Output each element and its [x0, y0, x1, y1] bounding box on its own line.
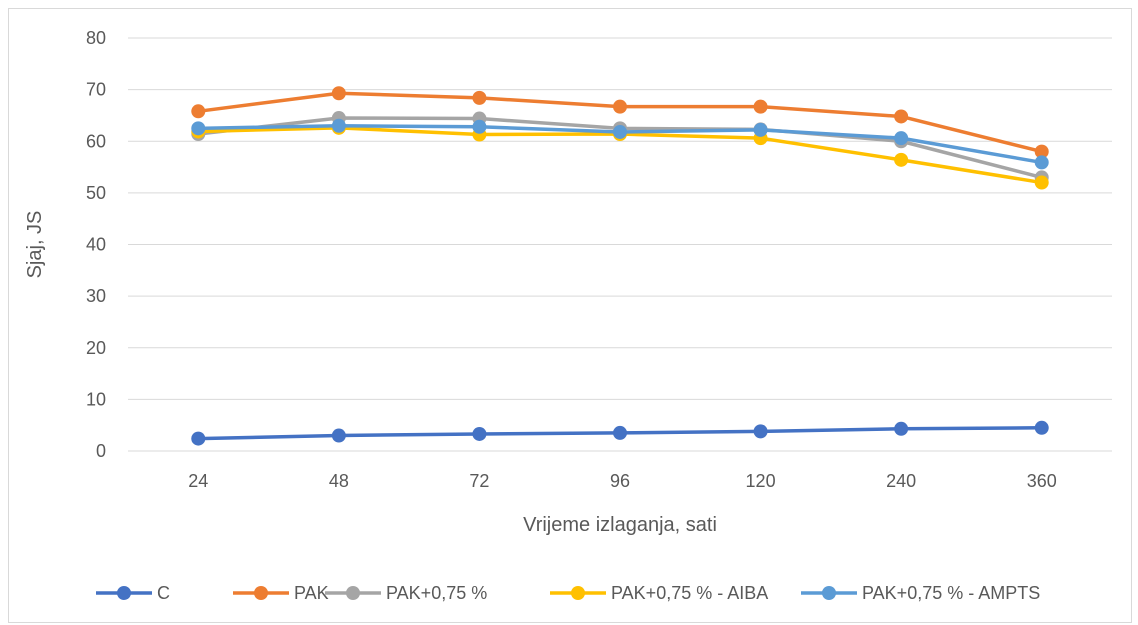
data-point — [331, 118, 346, 133]
y-tick-label: 40 — [86, 235, 106, 255]
y-axis-title: Sjaj, JS — [24, 211, 46, 279]
data-point — [331, 86, 346, 101]
y-tick-label: 0 — [96, 441, 106, 461]
legend-label: PAK — [294, 583, 329, 603]
legend-marker — [117, 586, 131, 600]
x-axis-ticks: 24 48 72 96 120 240 360 — [188, 471, 1056, 491]
y-axis-ticks: 0 10 20 30 40 50 60 70 80 — [86, 28, 106, 461]
data-point — [753, 122, 768, 137]
data-point — [753, 424, 768, 439]
legend-marker — [254, 586, 268, 600]
gridlines — [128, 37, 1112, 452]
legend-marker — [346, 586, 360, 600]
legend-item: PAK+0,75 % — [325, 583, 487, 603]
data-point — [1034, 155, 1049, 170]
y-tick-label: 50 — [86, 183, 106, 203]
data-point — [191, 121, 206, 136]
y-tick-label: 70 — [86, 80, 106, 100]
legend-item: PAK+0,75 % - AIBA — [550, 583, 768, 603]
data-point — [894, 152, 909, 167]
y-tick-label: 20 — [86, 338, 106, 358]
series-1 — [191, 86, 1049, 159]
data-point — [191, 104, 206, 119]
data-point — [613, 99, 627, 114]
data-point — [613, 425, 627, 440]
data-point — [753, 99, 768, 114]
legend-label: C — [157, 583, 170, 603]
legend-item: C — [96, 583, 170, 603]
data-point — [472, 119, 487, 134]
x-tick-label: 360 — [1027, 471, 1057, 491]
series-lines — [191, 86, 1049, 446]
data-point — [894, 109, 909, 124]
legend-marker — [822, 586, 836, 600]
legend-marker — [571, 586, 585, 600]
y-tick-label: 60 — [86, 131, 106, 151]
y-tick-label: 10 — [86, 389, 106, 409]
legend-label: PAK+0,75 % - AIBA — [611, 583, 768, 603]
y-tick-label: 80 — [86, 28, 106, 48]
data-point — [613, 124, 627, 139]
y-tick-label: 30 — [86, 286, 106, 306]
data-point — [894, 421, 909, 436]
legend-item: PAK — [233, 583, 329, 603]
series-4 — [191, 118, 1049, 170]
x-tick-label: 96 — [610, 471, 630, 491]
x-tick-label: 24 — [188, 471, 208, 491]
x-tick-label: 72 — [469, 471, 489, 491]
series-0 — [191, 420, 1049, 446]
data-point — [1034, 420, 1049, 435]
data-point — [472, 90, 487, 105]
x-tick-label: 120 — [746, 471, 776, 491]
x-axis-title: Vrijeme izlaganja, sati — [523, 514, 717, 536]
legend-label: PAK+0,75 % - AMPTS — [862, 583, 1040, 603]
data-point — [331, 428, 346, 443]
data-point — [191, 431, 206, 446]
legend-label: PAK+0,75 % — [386, 583, 487, 603]
data-point — [1034, 144, 1049, 159]
x-tick-label: 48 — [329, 471, 349, 491]
x-tick-label: 240 — [886, 471, 916, 491]
data-point — [472, 426, 487, 441]
legend-item: PAK+0,75 % - AMPTS — [801, 583, 1040, 603]
data-point — [894, 131, 909, 146]
data-point — [1034, 175, 1049, 190]
legend: C PAK PAK+0,75 % PAK+0,75 % - AIBA PAK+0,75 … — [96, 583, 1040, 603]
